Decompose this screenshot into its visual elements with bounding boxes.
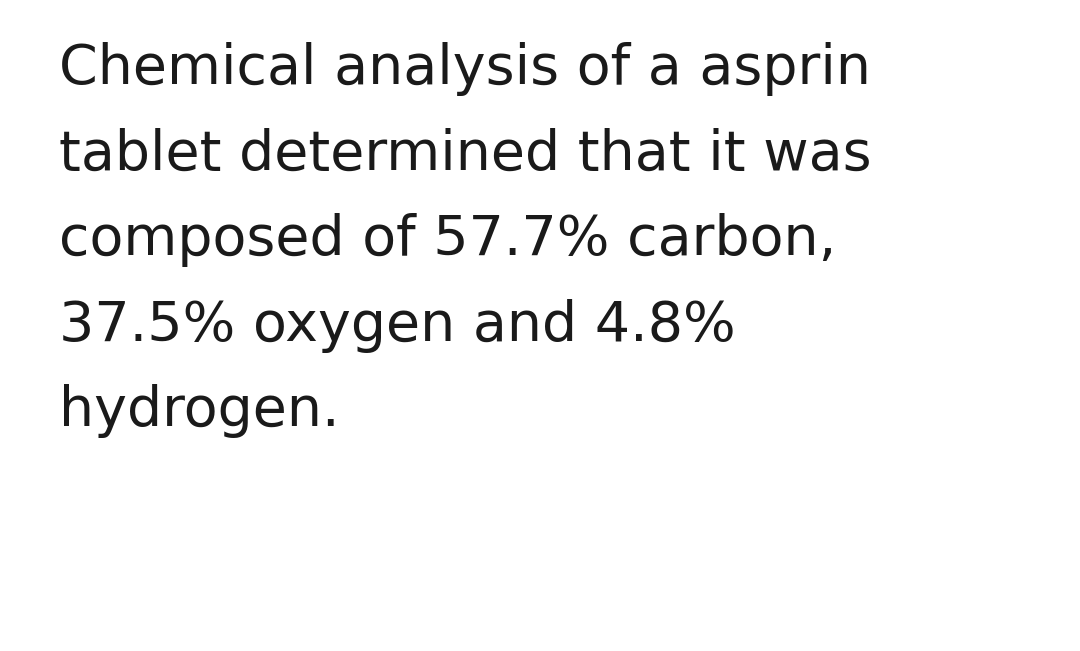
Text: Chemical analysis of a asprin
tablet determined that it was
composed of 57.7% ca: Chemical analysis of a asprin tablet det… bbox=[59, 42, 872, 438]
